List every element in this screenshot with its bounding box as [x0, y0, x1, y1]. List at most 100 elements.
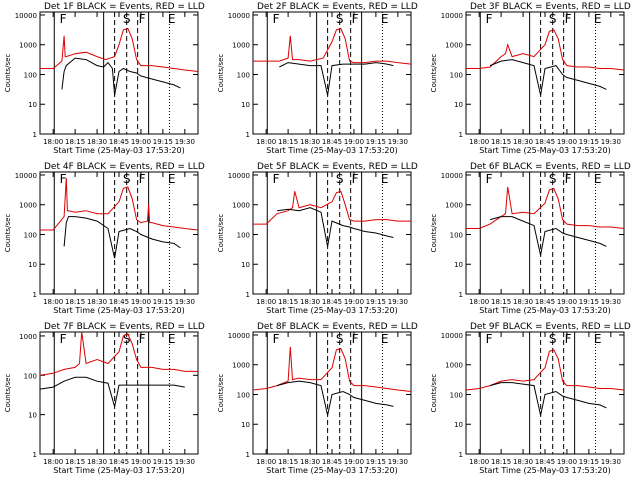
y-tick-label: 1000	[232, 202, 250, 210]
y-tick-label: 10000	[441, 172, 463, 180]
panel-3: Det 3F BLACK = Events, RED = LLD 1 10 100 10…	[430, 2, 631, 155]
y-tick-label: 1000	[445, 42, 463, 50]
interval-marker-label: F	[139, 12, 146, 26]
x-tick-label: 18:30	[87, 298, 107, 306]
x-tick-label: 19:15	[579, 298, 599, 306]
x-axis-label: Start Time (25-May-03 17:53:20)	[266, 146, 397, 155]
y-tick-label: 100	[450, 71, 463, 79]
x-tick-label: 18:15	[278, 138, 298, 146]
x-tick-label: 18:30	[513, 458, 533, 466]
x-tick-label: 19:00	[344, 138, 364, 146]
y-tick-label: 1	[459, 451, 463, 459]
x-tick-label: 19:00	[131, 138, 151, 146]
interval-marker-label: F	[273, 172, 280, 186]
series-line-events	[63, 216, 181, 259]
interval-marker-label: F	[60, 12, 67, 26]
x-tick-label: 18:45	[535, 298, 555, 306]
x-axis-label: Start Time (25-May-03 17:53:20)	[53, 146, 184, 155]
series-line-events	[276, 380, 394, 416]
y-tick-label: 1000	[232, 362, 250, 370]
y-axis-label: Counts/sec	[430, 54, 438, 93]
interval-marker-label: S	[123, 332, 131, 346]
x-tick-label: 18:30	[300, 298, 320, 306]
y-tick-label: 1	[33, 451, 37, 459]
panel-9: Det 9F BLACK = Events, RED = LLD 1 10 100 10…	[430, 322, 631, 475]
panel-8: Det 8F BLACK = Events, RED = LLD 1 10 100 10…	[217, 322, 418, 475]
y-axis-label: Counts/sec	[4, 374, 12, 413]
x-tick-label: 19:00	[344, 298, 364, 306]
y-tick-label: 100	[450, 231, 463, 239]
interval-marker-label: S	[336, 12, 344, 26]
y-tick-label: 1	[246, 451, 250, 459]
x-tick-label: 19:30	[601, 138, 621, 146]
x-tick-label: 18:15	[278, 458, 298, 466]
x-tick-label: 19:00	[557, 298, 577, 306]
plot-frame	[252, 331, 412, 455]
y-tick-label: 100	[237, 71, 250, 79]
series-line-lld	[252, 346, 412, 392]
x-tick-label: 18:15	[278, 298, 298, 306]
x-axis-label: Start Time (25-May-03 17:53:20)	[479, 306, 610, 315]
x-tick-label: 19:00	[557, 458, 577, 466]
y-tick-label: 1000	[19, 333, 37, 341]
interval-marker-label: F	[486, 332, 493, 346]
interval-marker-label: E	[168, 332, 176, 346]
x-tick-label: 18:45	[109, 138, 129, 146]
x-tick-label: 18:15	[65, 138, 85, 146]
series-line-lld	[253, 190, 411, 225]
x-tick-label: 18:00	[469, 138, 489, 146]
y-tick-label: 100	[237, 231, 250, 239]
x-tick-label: 19:30	[175, 458, 195, 466]
interval-marker-label: F	[139, 332, 146, 346]
y-axis-label: Counts/sec	[217, 374, 225, 413]
x-tick-label: 19:15	[366, 458, 386, 466]
x-tick-label: 18:15	[491, 458, 511, 466]
panel-4: Det 4F BLACK = Events, RED = LLD 1 10 100 10…	[4, 162, 205, 315]
interval-marker-label: S	[123, 12, 131, 26]
interval-marker-label: S	[336, 332, 344, 346]
y-tick-label: 1	[246, 291, 250, 299]
x-tick-label: 18:00	[256, 138, 276, 146]
x-tick-label: 18:15	[491, 138, 511, 146]
y-tick-label: 1	[246, 131, 250, 139]
interval-marker-label: S	[123, 172, 131, 186]
x-tick-label: 19:00	[344, 458, 364, 466]
series-line-events	[61, 57, 181, 96]
x-tick-label: 18:30	[87, 138, 107, 146]
series-line-lld	[40, 177, 199, 231]
y-tick-label: 1000	[19, 42, 37, 50]
x-tick-label: 18:45	[109, 298, 129, 306]
y-tick-label: 10000	[441, 12, 463, 20]
panel-1: Det 1F BLACK = Events, RED = LLD 1 10 100 10…	[4, 2, 205, 155]
x-tick-label: 18:00	[469, 298, 489, 306]
x-tick-label: 19:15	[579, 138, 599, 146]
series-line-lld	[39, 331, 198, 376]
y-tick-label: 10	[241, 101, 250, 109]
panel-title: Det 9F BLACK = Events, RED = LLD	[470, 322, 631, 332]
interval-marker-label: E	[594, 12, 602, 26]
x-tick-label: 19:30	[601, 458, 621, 466]
series-line-events	[489, 216, 607, 256]
series-line-lld	[253, 27, 412, 65]
x-tick-label: 18:45	[322, 298, 342, 306]
interval-marker-label: E	[168, 12, 176, 26]
y-tick-label: 1	[459, 291, 463, 299]
y-tick-label: 100	[24, 71, 37, 79]
x-tick-label: 18:15	[65, 298, 85, 306]
interval-marker-label: F	[352, 172, 359, 186]
x-tick-label: 18:00	[43, 458, 63, 466]
interval-marker-label: S	[549, 172, 557, 186]
x-tick-label: 19:15	[153, 298, 173, 306]
series-line-lld	[466, 186, 625, 229]
x-tick-label: 18:00	[469, 458, 489, 466]
y-tick-label: 10000	[228, 332, 250, 340]
x-tick-label: 19:30	[601, 298, 621, 306]
series-line-events	[39, 376, 185, 407]
x-tick-label: 19:15	[153, 138, 173, 146]
y-tick-label: 10	[28, 261, 37, 269]
y-axis-label: Counts/sec	[217, 54, 225, 93]
y-tick-label: 10	[241, 421, 250, 429]
x-axis-label: Start Time (25-May-03 17:53:20)	[53, 466, 184, 475]
y-axis-label: Counts/sec	[430, 374, 438, 413]
